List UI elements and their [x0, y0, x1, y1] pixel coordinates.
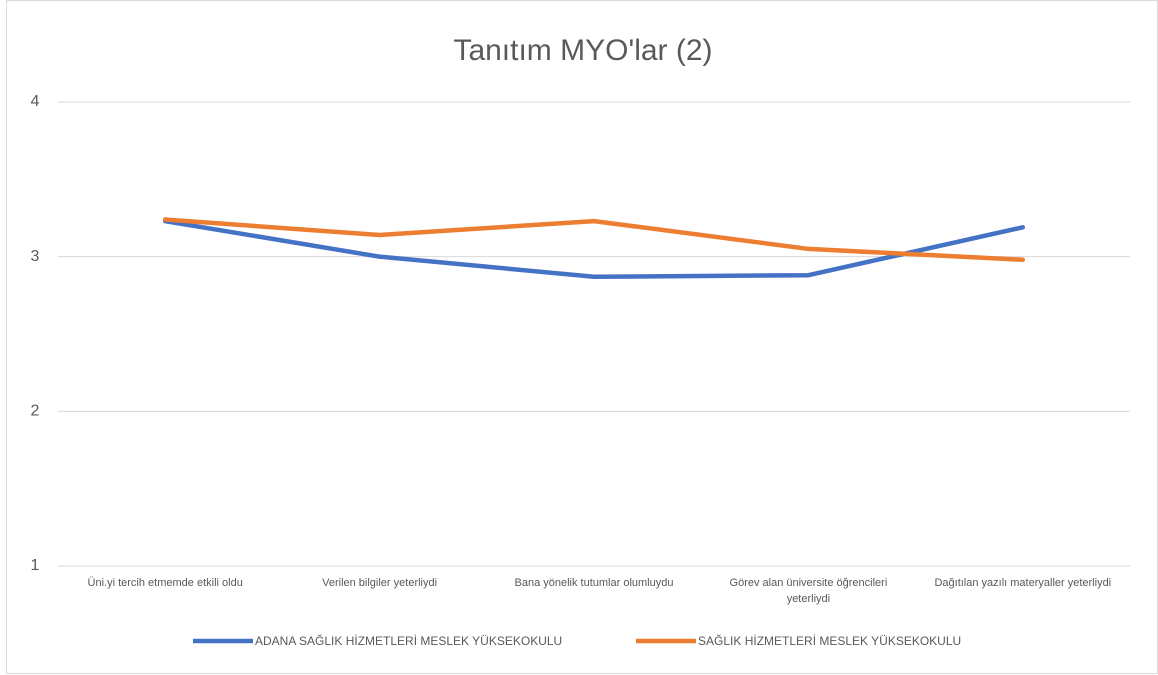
- x-tick-label: Verilen bilgiler yeterliydi: [322, 577, 438, 589]
- legend-label: ADANA SAĞLIK HİZMETLERİ MESLEK YÜKSEKOKU…: [255, 633, 562, 648]
- x-tick-label: Görev alan üniversite öğrencileri yeterl…: [729, 577, 888, 605]
- legend-label: SAĞLIK HİZMETLERİ MESLEK YÜKSEKOKULU: [698, 633, 961, 648]
- y-tick-label: 2: [31, 403, 40, 420]
- x-tick-label: Dağıtılan yazılı materyaller yeterliydi: [934, 577, 1112, 589]
- x-tick-label: Bana yönelik tutumlar olumluydu: [514, 577, 674, 589]
- chart-border: [6, 0, 1158, 674]
- series-line: [162, 218, 1026, 280]
- series-line: [162, 217, 1026, 263]
- y-tick-label: 1: [31, 557, 40, 574]
- x-tick-label: Üni.yi tercih etmemde etkili oldu: [87, 577, 243, 589]
- chart-title: Tanıtım MYO'lar (2): [453, 34, 712, 67]
- y-tick-label: 4: [31, 93, 40, 110]
- y-tick-label: 3: [31, 248, 40, 265]
